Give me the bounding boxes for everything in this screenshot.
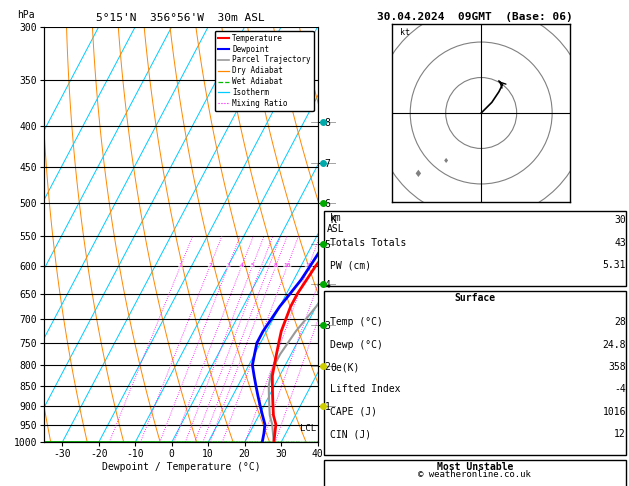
Text: 10: 10 [284, 263, 291, 268]
Text: 2: 2 [208, 263, 212, 268]
Text: 43: 43 [614, 238, 626, 248]
Text: Lifted Index: Lifted Index [330, 384, 401, 395]
Text: 30.04.2024  09GMT  (Base: 06): 30.04.2024 09GMT (Base: 06) [377, 12, 573, 22]
Text: 4: 4 [240, 263, 243, 268]
Bar [324, 291, 626, 455]
Text: 24.8: 24.8 [603, 340, 626, 350]
Text: 28: 28 [614, 317, 626, 328]
Bar [324, 460, 626, 486]
X-axis label: Dewpoint / Temperature (°C): Dewpoint / Temperature (°C) [101, 462, 260, 472]
Text: 3: 3 [226, 263, 230, 268]
Text: kt: kt [399, 28, 409, 37]
Text: θe(K): θe(K) [330, 362, 359, 372]
Text: hPa: hPa [16, 11, 35, 20]
Bar [324, 211, 626, 286]
Text: 15: 15 [305, 263, 313, 268]
Text: 358: 358 [608, 362, 626, 372]
Text: 8: 8 [274, 263, 277, 268]
Text: 1016: 1016 [603, 407, 626, 417]
Text: PW (cm): PW (cm) [330, 260, 371, 270]
Text: © weatheronline.co.uk: © weatheronline.co.uk [418, 469, 532, 479]
Text: CAPE (J): CAPE (J) [330, 407, 377, 417]
Text: ♦: ♦ [443, 157, 449, 164]
Text: ♦: ♦ [413, 169, 421, 179]
Title: 5°15'N  356°56'W  30m ASL: 5°15'N 356°56'W 30m ASL [96, 13, 265, 23]
Text: Totals Totals: Totals Totals [330, 238, 406, 248]
Text: K: K [330, 215, 336, 226]
Text: 30: 30 [614, 215, 626, 226]
Text: 5: 5 [250, 263, 254, 268]
Y-axis label: km
ASL: km ASL [327, 213, 345, 235]
Text: 5.31: 5.31 [603, 260, 626, 270]
Text: CIN (J): CIN (J) [330, 429, 371, 439]
Text: Most Unstable: Most Unstable [437, 462, 513, 472]
Text: Surface: Surface [454, 293, 496, 303]
Legend: Temperature, Dewpoint, Parcel Trajectory, Dry Adiabat, Wet Adiabat, Isotherm, Mi: Temperature, Dewpoint, Parcel Trajectory… [214, 31, 314, 111]
Text: -4: -4 [614, 384, 626, 395]
Text: 1: 1 [179, 263, 182, 268]
Text: Temp (°C): Temp (°C) [330, 317, 383, 328]
Text: LCL: LCL [299, 424, 316, 433]
Text: 12: 12 [614, 429, 626, 439]
Text: Dewp (°C): Dewp (°C) [330, 340, 383, 350]
